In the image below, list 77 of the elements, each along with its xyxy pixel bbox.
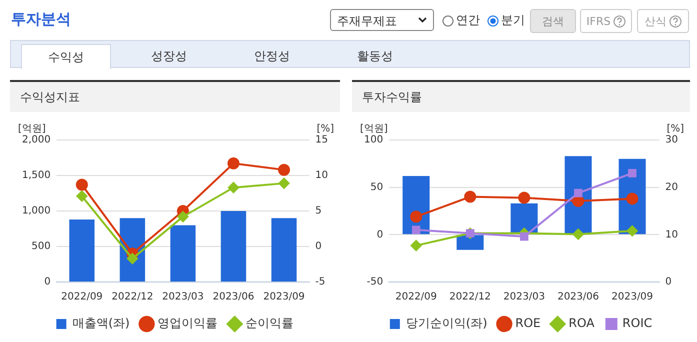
point <box>228 182 239 194</box>
bar <box>456 235 484 250</box>
text: 성장성 <box>151 48 187 65</box>
x-tick-label: 2023/06 <box>557 292 599 303</box>
bar <box>170 225 196 282</box>
text: 산식 <box>644 14 666 28</box>
x-tick-label: 2023/03 <box>162 292 204 303</box>
y-tick-label: 2,000 <box>22 134 51 146</box>
legend-label: 당기순이익(좌) <box>406 316 488 330</box>
text: 검색 <box>542 14 564 28</box>
point <box>572 195 584 208</box>
point <box>410 210 422 223</box>
y2-tick-label: 30 <box>665 134 678 146</box>
legend-label: 영업이익률 <box>158 316 218 330</box>
y2-tick-label: 20 <box>665 182 678 193</box>
point <box>464 190 476 203</box>
y2-axis-title: [%] <box>666 124 684 135</box>
y2-tick-label: 10 <box>315 170 328 182</box>
point <box>227 157 240 170</box>
legend-label: ROIC <box>622 316 652 330</box>
x-tick-label: 2023/06 <box>212 292 254 303</box>
legend-label: ROA <box>568 316 596 330</box>
point <box>626 225 638 236</box>
x-tick-label: 2023/09 <box>611 292 654 303</box>
chart-title: 투자수익률 <box>352 82 690 112</box>
x-tick-label: 2022/12 <box>112 292 154 303</box>
y-axis-title: [억원] <box>360 124 388 135</box>
text: 투자분석 <box>11 10 71 29</box>
bar <box>69 220 95 282</box>
x-tick-label: 2023/09 <box>263 292 305 303</box>
text: 분기 <box>501 12 525 29</box>
chart-title: 수익성지표 <box>10 82 340 112</box>
x-tick-label: 2022/09 <box>395 292 437 303</box>
point <box>518 192 530 204</box>
bar <box>220 211 246 282</box>
y-tick-label: 0 <box>44 276 51 288</box>
y-tick-label: -50 <box>366 276 384 288</box>
point <box>412 226 420 234</box>
point <box>574 188 582 198</box>
text: 안정성 <box>254 48 290 65</box>
y-tick-label: 1,000 <box>22 206 51 217</box>
text: 주재무제표 <box>337 14 397 28</box>
y2-tick-label: -5 <box>315 276 326 288</box>
point <box>520 232 528 241</box>
x-tick-label: 2022/12 <box>449 292 491 303</box>
text: 활동성 <box>357 48 393 65</box>
point <box>628 168 636 178</box>
y-tick-label: 50 <box>370 182 384 193</box>
point <box>278 164 290 176</box>
y2-tick-label: 15 <box>315 134 328 146</box>
x-tick-label: 2022/09 <box>61 292 103 303</box>
y2-tick-label: 0 <box>315 241 322 252</box>
point <box>76 178 88 191</box>
text: IFRS <box>586 14 611 28</box>
bar <box>271 218 297 282</box>
legend-label: 순이익률 <box>246 316 294 330</box>
y-tick-label: 100 <box>364 134 384 146</box>
y-axis-title: [억원] <box>18 124 46 135</box>
legend-label: 매출액(좌) <box>72 316 130 330</box>
legend-label: ROE <box>515 316 541 330</box>
y2-tick-label: 5 <box>315 206 322 217</box>
point <box>626 192 638 205</box>
point <box>76 190 88 202</box>
point <box>126 253 138 264</box>
point <box>278 178 290 189</box>
point <box>572 228 584 240</box>
y2-tick-label: 10 <box>665 229 678 240</box>
y-tick-label: 1,500 <box>22 170 51 182</box>
y2-tick-label: 0 <box>665 276 672 288</box>
text: 수익성 <box>48 48 84 66</box>
point <box>410 240 422 252</box>
x-tick-label: 2023/03 <box>503 292 545 303</box>
text: 연간 <box>456 12 480 29</box>
y-tick-label: 0 <box>376 229 384 240</box>
point <box>177 211 188 222</box>
y-tick-label: 500 <box>32 241 51 252</box>
y2-axis-title: [%] <box>316 124 334 135</box>
